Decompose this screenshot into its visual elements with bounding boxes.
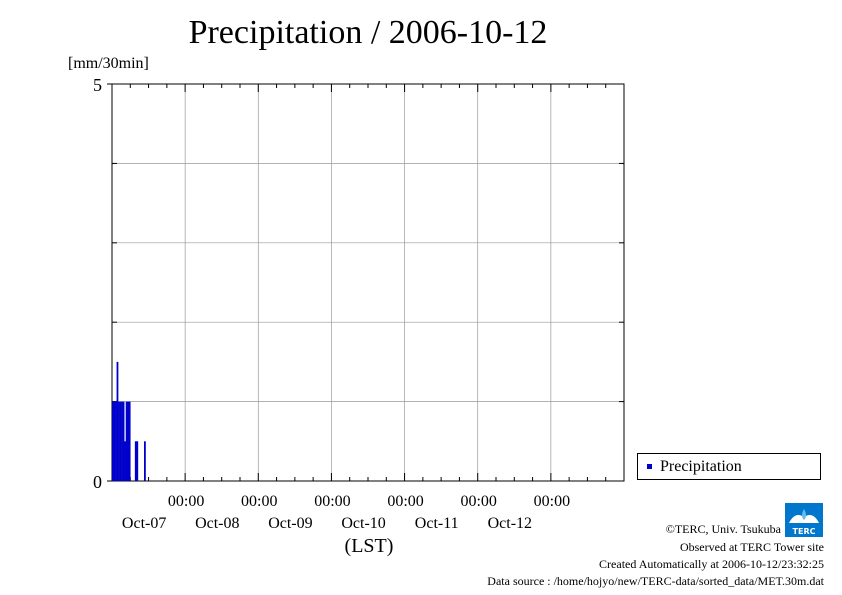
- x-tick-time-label: 00:00: [387, 493, 423, 510]
- y-tick-label-5: 5: [93, 75, 102, 95]
- x-tick-date-label: Oct-08: [195, 515, 239, 532]
- terc-logo: TERC: [785, 503, 823, 537]
- x-tick-labels: 00:00Oct-0700:00Oct-0800:00Oct-0900:00Oc…: [122, 493, 570, 532]
- precipitation-bar: [118, 401, 120, 481]
- observed-at-text: Observed at TERC Tower site: [679, 540, 824, 554]
- x-tick-time-label: 00:00: [241, 493, 277, 510]
- x-tick-date-label: Oct-11: [415, 515, 459, 532]
- plot-frame: [111, 83, 625, 482]
- data-source-text: Data source : /home/hojyo/new/TERC-data/…: [487, 574, 824, 588]
- copyright-text: ©TERC, Univ. Tsukuba: [665, 522, 781, 536]
- precipitation-bar: [144, 441, 146, 481]
- x-tick-time-label: 00:00: [168, 493, 204, 510]
- precipitation-bar: [116, 361, 119, 481]
- y-axis-unit-label: [mm/30min]: [68, 55, 149, 72]
- y-tick-label-0: 0: [93, 472, 102, 492]
- bars-group: [112, 361, 146, 481]
- x-axis-label: (LST): [345, 535, 394, 557]
- axis-ticks: [107, 83, 624, 482]
- x-tick-date-label: Oct-10: [341, 515, 385, 532]
- precipitation-bar: [136, 441, 139, 481]
- legend-label: Precipitation: [660, 458, 742, 475]
- precipitation-bar: [134, 441, 137, 481]
- chart-title: Precipitation / 2006-10-12: [188, 14, 548, 51]
- precipitation-bar: [119, 401, 122, 481]
- x-tick-time-label: 00:00: [534, 493, 570, 510]
- precipitation-bar: [113, 401, 116, 481]
- precipitation-bar: [125, 401, 128, 481]
- precipitation-bar: [121, 401, 123, 481]
- x-tick-date-label: Oct-09: [268, 515, 312, 532]
- legend-swatch: [647, 464, 652, 469]
- precipitation-bar: [124, 441, 126, 481]
- x-tick-time-label: 00:00: [460, 493, 496, 510]
- x-tick-date-label: Oct-07: [122, 515, 166, 532]
- x-tick-time-label: 00:00: [314, 493, 350, 510]
- precipitation-bar: [115, 401, 117, 481]
- precipitation-bar: [112, 401, 114, 481]
- precipitation-bar: [122, 401, 125, 481]
- precipitation-bar: [128, 401, 131, 481]
- legend: Precipitation: [637, 453, 821, 480]
- created-at-text: Created Automatically at 2006-10-12/23:3…: [599, 557, 824, 571]
- precipitation-bar: [127, 401, 130, 481]
- logo-text: TERC: [793, 527, 816, 536]
- x-tick-date-label: Oct-12: [488, 515, 532, 532]
- grid-lines: [112, 84, 624, 481]
